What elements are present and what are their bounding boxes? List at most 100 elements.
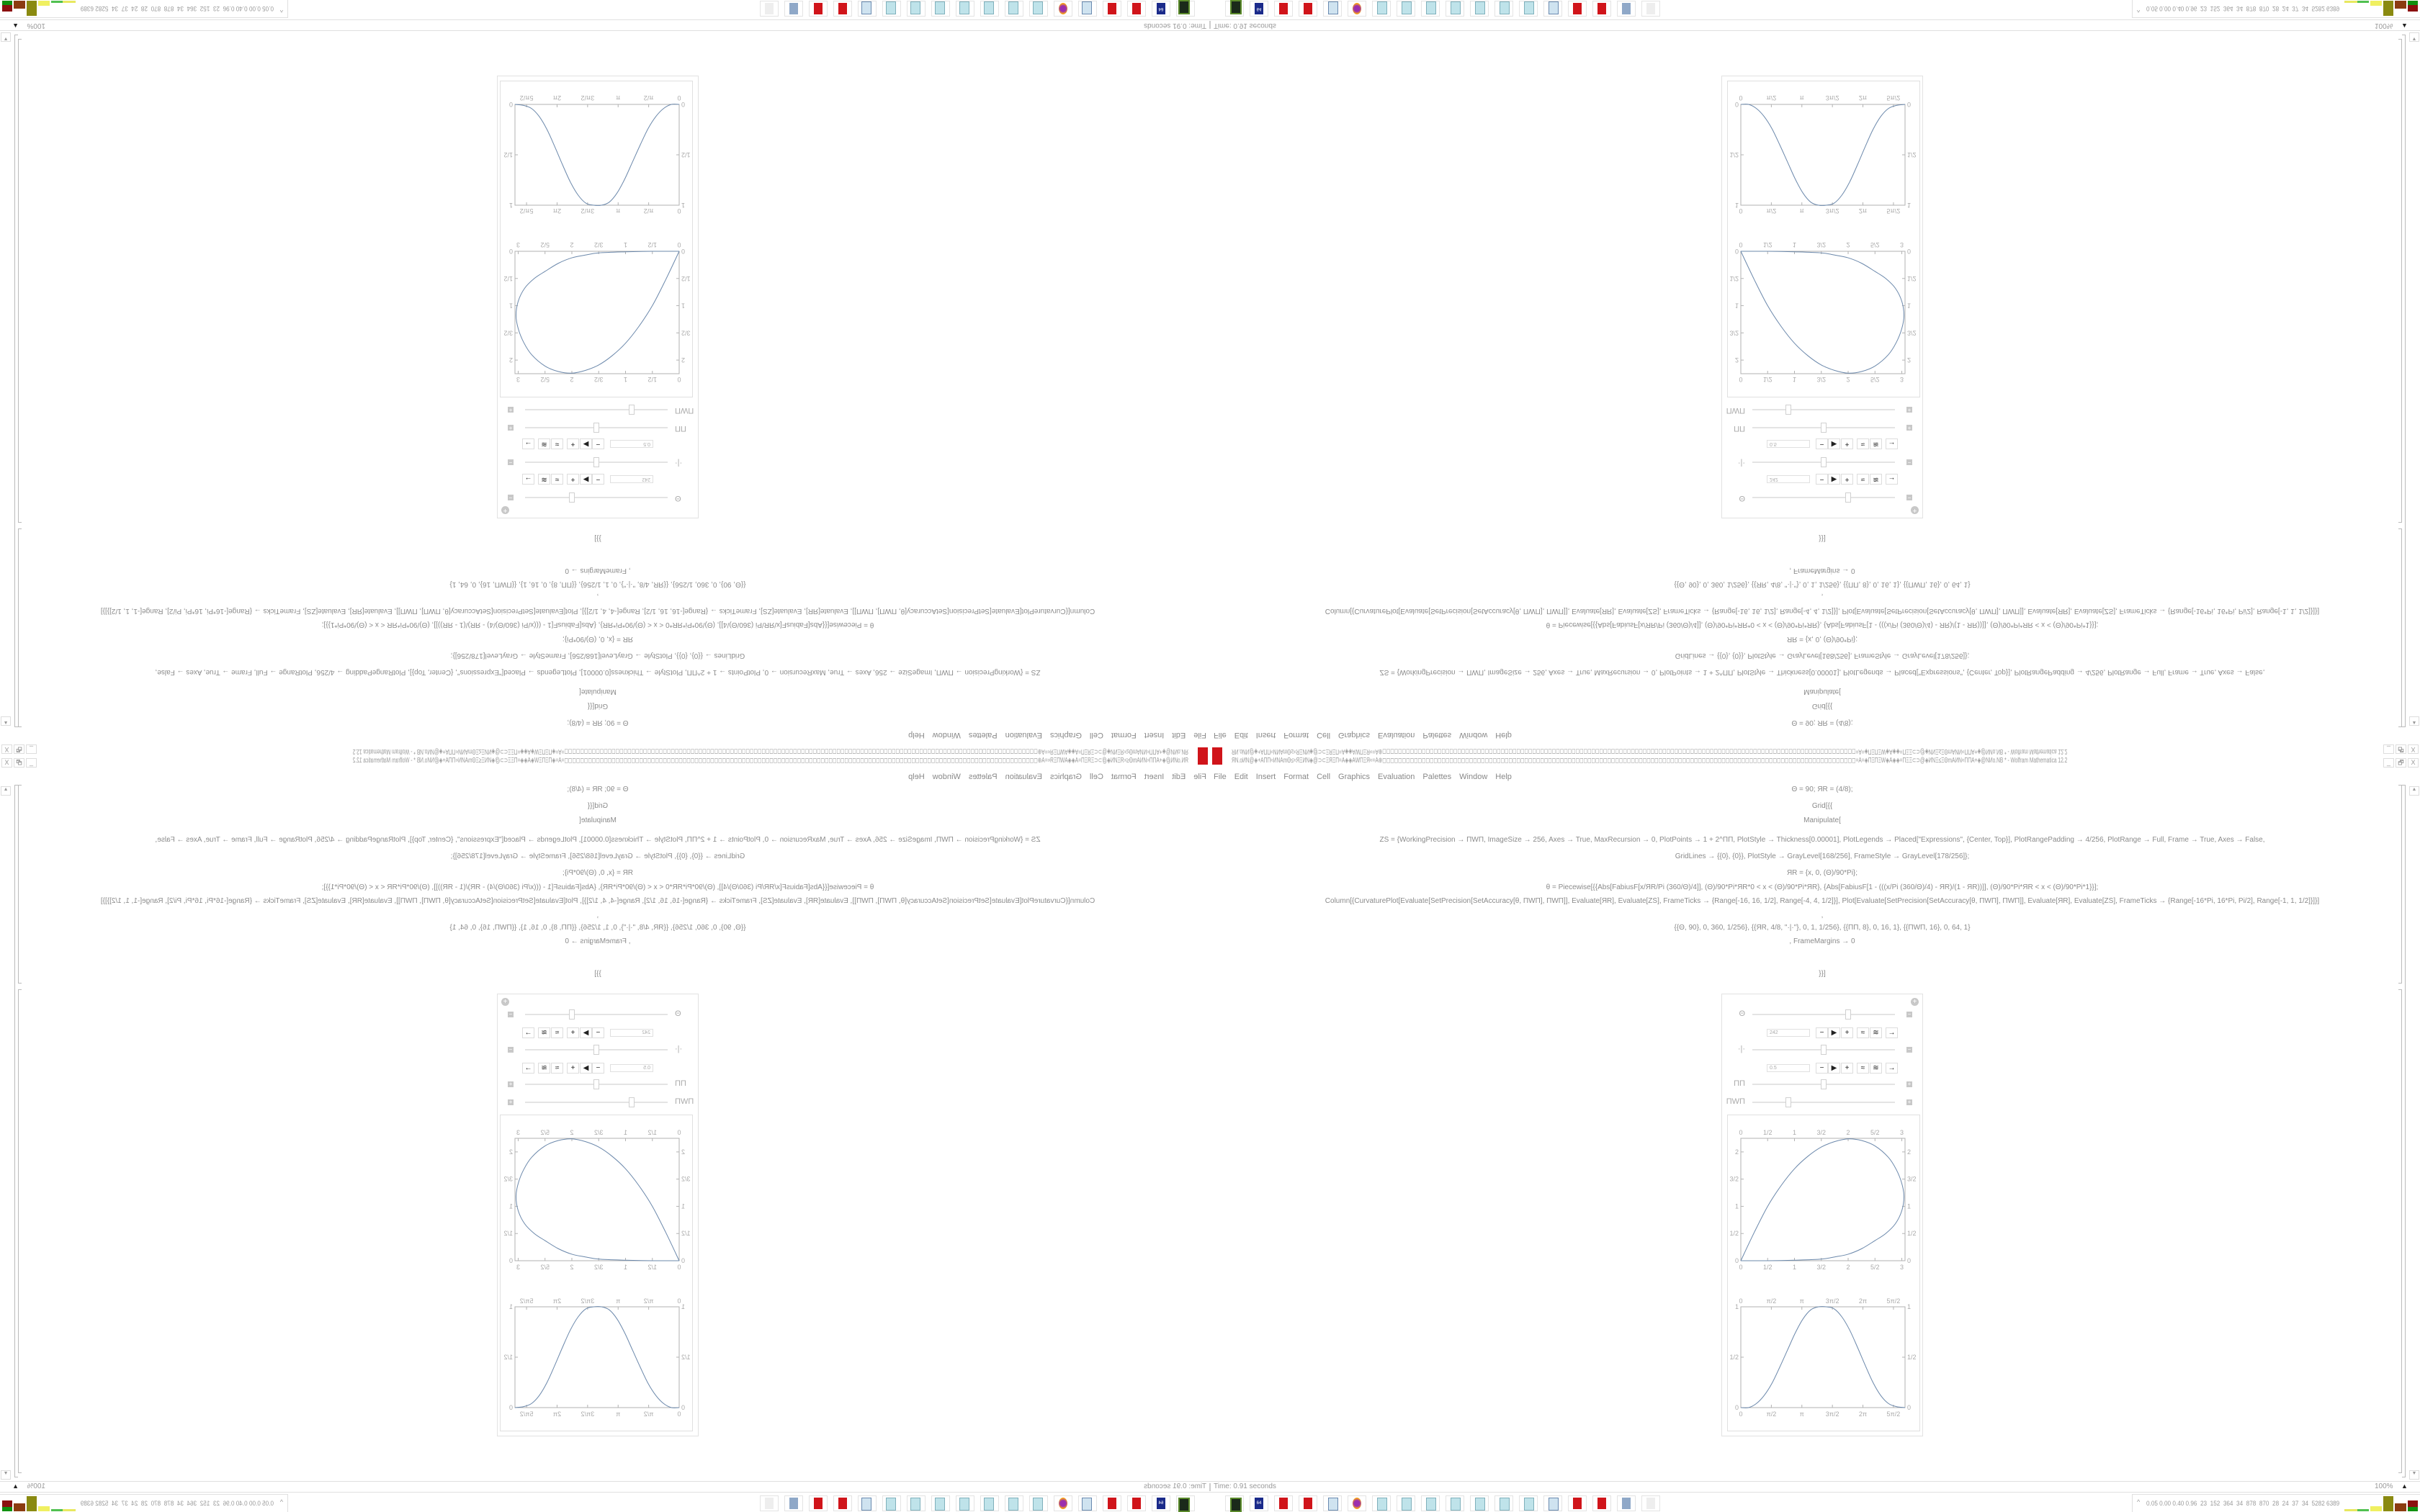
- taskbar-button[interactable]: [1103, 1495, 1121, 1511]
- menu-evaluation[interactable]: Evaluation: [1378, 731, 1415, 739]
- taskbar-button[interactable]: [931, 1, 950, 17]
- menu-format[interactable]: Format: [1283, 773, 1309, 781]
- menu-evaluation[interactable]: Evaluation: [1005, 731, 1042, 739]
- menu-cell[interactable]: Cell: [1317, 731, 1331, 739]
- plus-circle-icon[interactable]: +: [1911, 998, 1919, 1006]
- minimize-button[interactable]: _: [2383, 758, 2394, 768]
- slider-thumb[interactable]: [593, 1045, 599, 1055]
- taskbar-button[interactable]: [907, 1495, 926, 1511]
- decrement-button[interactable]: −: [592, 1027, 604, 1038]
- faster-button[interactable]: ≈: [1857, 1063, 1869, 1074]
- slider-thumb[interactable]: [629, 1097, 635, 1107]
- taskbar-button[interactable]: [1029, 1495, 1048, 1511]
- minimize-button[interactable]: _: [26, 758, 37, 768]
- slider-track[interactable]: [525, 409, 668, 410]
- increment-button[interactable]: +: [1841, 474, 1853, 485]
- faster-button[interactable]: ≈: [1857, 474, 1869, 485]
- slider-thumb[interactable]: [1845, 492, 1852, 503]
- collapse-controls-button[interactable]: −: [1906, 1046, 1912, 1053]
- tray-chevron[interactable]: ^: [2137, 1498, 2141, 1506]
- expand-controls-button[interactable]: +: [1906, 425, 1912, 431]
- menu-help[interactable]: Help: [1495, 731, 1512, 739]
- expand-controls-button[interactable]: +: [508, 1081, 514, 1087]
- value-input[interactable]: 242: [610, 475, 653, 483]
- increment-button[interactable]: +: [567, 438, 579, 449]
- play-button[interactable]: ▶: [580, 1027, 592, 1038]
- play-button[interactable]: ▶: [1828, 474, 1840, 485]
- increment-button[interactable]: +: [567, 1063, 579, 1074]
- decrement-button[interactable]: −: [592, 438, 604, 449]
- slider-track[interactable]: [1752, 1102, 1895, 1103]
- taskbar-button[interactable]: [784, 1, 803, 17]
- taskbar-button[interactable]: [1397, 1495, 1415, 1511]
- taskbar-button[interactable]: [1078, 1495, 1097, 1511]
- direction-button[interactable]: →: [522, 1027, 534, 1038]
- menu-file[interactable]: File: [1193, 773, 1206, 781]
- taskbar-button[interactable]: [833, 1495, 852, 1511]
- menu-format[interactable]: Format: [1111, 773, 1137, 781]
- decrement-button[interactable]: −: [592, 474, 604, 485]
- scroll-down-button[interactable]: ▼: [2409, 32, 2419, 42]
- taskbar-button[interactable]: [1078, 1, 1097, 17]
- faster-button[interactable]: ≈: [551, 1027, 563, 1038]
- play-button[interactable]: ▶: [580, 438, 592, 449]
- expand-controls-button[interactable]: +: [508, 425, 514, 431]
- value-input[interactable]: 242: [1767, 475, 1810, 483]
- increment-button[interactable]: +: [1841, 438, 1853, 449]
- expand-controls-button[interactable]: +: [1906, 407, 1912, 413]
- taskbar-button[interactable]: [809, 1, 828, 17]
- slower-button[interactable]: ≋: [1870, 1063, 1882, 1074]
- expand-controls-button[interactable]: +: [508, 1099, 514, 1105]
- slower-button[interactable]: ≋: [538, 1027, 550, 1038]
- restore-button[interactable]: 🗗: [2396, 758, 2406, 768]
- taskbar-button[interactable]: [980, 1, 999, 17]
- menu-help[interactable]: Help: [1495, 773, 1512, 781]
- taskbar-button[interactable]: [1568, 1, 1587, 17]
- taskbar-button[interactable]: [858, 1495, 877, 1511]
- taskbar-button[interactable]: [1176, 0, 1195, 17]
- taskbar-button[interactable]: [1421, 1, 1440, 17]
- direction-button[interactable]: →: [1886, 1027, 1898, 1038]
- minimize-button[interactable]: _: [26, 744, 37, 754]
- slider-thumb[interactable]: [1821, 457, 1827, 467]
- taskbar-button[interactable]: [1397, 1, 1415, 17]
- taskbar-button[interactable]: [1299, 1, 1317, 17]
- collapse-controls-button[interactable]: −: [1906, 495, 1912, 501]
- direction-button[interactable]: →: [522, 474, 534, 485]
- menu-file[interactable]: File: [1214, 773, 1227, 781]
- scroll-up-button[interactable]: ▲: [2409, 716, 2419, 726]
- menu-window[interactable]: Window: [1459, 731, 1488, 739]
- taskbar-button[interactable]: [1446, 1, 1464, 17]
- menu-insert[interactable]: Insert: [1255, 773, 1276, 781]
- value-input[interactable]: 0.5: [1767, 1064, 1810, 1072]
- decrement-button[interactable]: −: [1816, 1027, 1828, 1038]
- menu-insert[interactable]: Insert: [1144, 731, 1165, 739]
- increment-button[interactable]: +: [1841, 1063, 1853, 1074]
- direction-button[interactable]: →: [1886, 438, 1898, 449]
- decrement-button[interactable]: −: [1816, 474, 1828, 485]
- zoom-menu-icon[interactable]: ▲: [2401, 1482, 2408, 1490]
- slider-thumb[interactable]: [593, 457, 599, 467]
- menu-graphics[interactable]: Graphics: [1049, 773, 1082, 781]
- menu-window[interactable]: Window: [932, 731, 961, 739]
- taskbar-button[interactable]: [1176, 1495, 1195, 1512]
- scroll-down-button[interactable]: ▼: [1, 32, 11, 42]
- menu-insert[interactable]: Insert: [1255, 731, 1276, 739]
- output-cell-bracket[interactable]: [18, 39, 22, 523]
- collapse-controls-button[interactable]: −: [1906, 459, 1912, 466]
- menu-evaluation[interactable]: Evaluation: [1005, 773, 1042, 781]
- slider-track[interactable]: [1752, 409, 1895, 410]
- taskbar-button[interactable]: [833, 1, 852, 17]
- decrement-button[interactable]: −: [1816, 1063, 1828, 1074]
- menu-edit[interactable]: Edit: [1234, 731, 1248, 739]
- scroll-down-button[interactable]: ▼: [2409, 1470, 2419, 1480]
- taskbar-button[interactable]: [1494, 1, 1513, 17]
- restore-button[interactable]: 🗗: [14, 744, 24, 754]
- expand-controls-button[interactable]: +: [1906, 1081, 1912, 1087]
- menu-format[interactable]: Format: [1283, 731, 1309, 739]
- faster-button[interactable]: ≈: [551, 438, 563, 449]
- output-cell-bracket[interactable]: [2398, 39, 2402, 523]
- faster-button[interactable]: ≈: [1857, 438, 1869, 449]
- collapse-controls-button[interactable]: −: [508, 495, 514, 501]
- menu-cell[interactable]: Cell: [1089, 731, 1103, 739]
